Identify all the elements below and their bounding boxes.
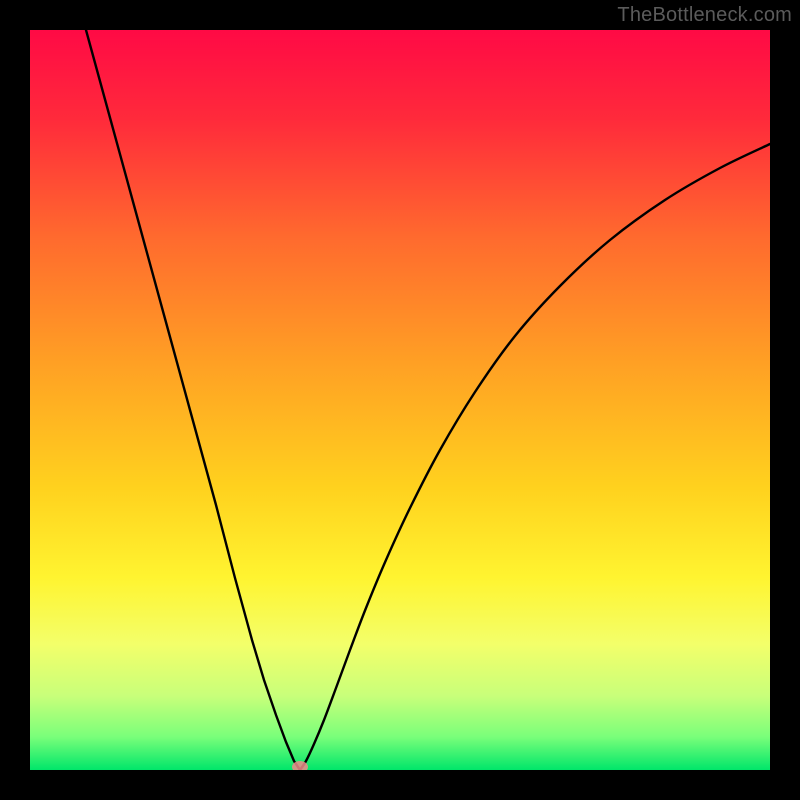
chart-frame: TheBottleneck.com — [0, 0, 800, 800]
watermark-text: TheBottleneck.com — [617, 4, 792, 27]
plot-area — [30, 30, 770, 770]
bottleneck-curve-chart — [30, 30, 770, 770]
gradient-background — [30, 30, 770, 770]
